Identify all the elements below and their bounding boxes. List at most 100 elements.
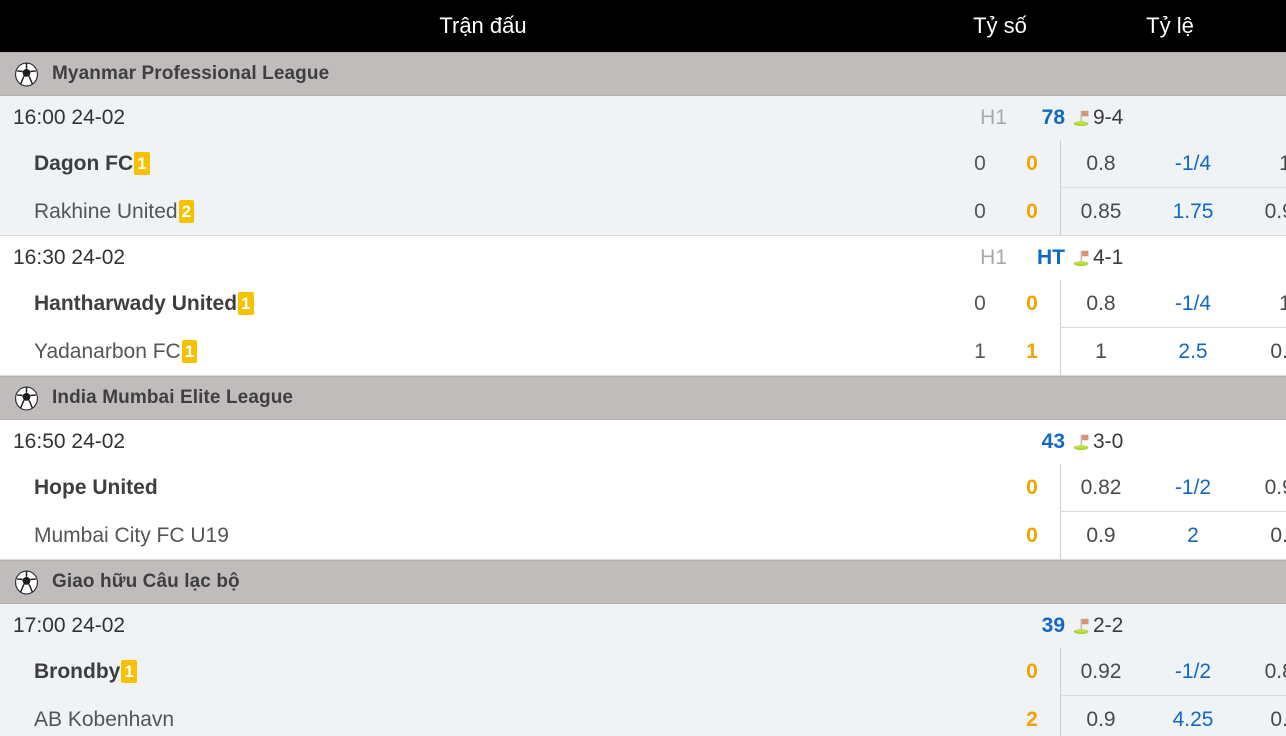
yellow-card-badge: 2 bbox=[178, 199, 195, 223]
corner-flag-icon bbox=[1073, 110, 1089, 127]
score-total-away: 2 bbox=[1026, 708, 1038, 731]
score-half-away: 0 bbox=[974, 200, 986, 223]
team-name: Brondby bbox=[34, 660, 121, 683]
match-time: 16:30 24-02 bbox=[13, 246, 126, 269]
team-name: Hantharwady United bbox=[34, 292, 238, 315]
odds-cell-2[interactable]: -1/4 bbox=[1174, 152, 1212, 175]
score-total-home: 0 bbox=[1026, 660, 1038, 683]
odds-row-home[interactable]: 0.8 -1/4 1 bbox=[1061, 140, 1286, 188]
team-away[interactable]: Rakhine United 2 bbox=[34, 188, 195, 236]
team-away[interactable]: Yadanarbon FC 1 bbox=[34, 328, 198, 376]
score-total-home: 0 bbox=[1026, 476, 1038, 499]
team-away[interactable]: AB Kobenhavn bbox=[34, 696, 174, 736]
football-icon bbox=[14, 61, 39, 87]
odds-cell-3[interactable]: 0.9 bbox=[1270, 524, 1286, 547]
odds-row-home[interactable]: 0.92 -1/2 0.87 bbox=[1061, 648, 1286, 696]
odds-cell-3[interactable]: 0.97 bbox=[1264, 476, 1286, 499]
odds-cell-1[interactable]: 0.8 bbox=[1086, 152, 1116, 175]
team-away[interactable]: Mumbai City FC U19 bbox=[34, 512, 229, 560]
odds-cell-3[interactable]: 0.9 bbox=[1270, 708, 1286, 731]
odds-panel: 0.8 -1/4 1 0.85 1.75 0.95 bbox=[1060, 140, 1286, 236]
match-minute: 43 bbox=[1041, 430, 1065, 453]
corner-flag-icon bbox=[1073, 250, 1089, 267]
score-half-home: 0 bbox=[974, 152, 986, 175]
odds-row-away[interactable]: 0.9 4.25 0.9 bbox=[1061, 696, 1286, 736]
match-time: 16:50 24-02 bbox=[13, 430, 126, 453]
odds-cell-3[interactable]: 0.95 bbox=[1264, 200, 1286, 223]
odds-panel: 0.8 -1/4 1 1 2.5 0.8 bbox=[1060, 280, 1286, 376]
odds-cell-2[interactable]: -1/2 bbox=[1174, 660, 1212, 683]
team-home[interactable]: Hantharwady United 1 bbox=[34, 280, 254, 328]
odds-cell-1[interactable]: 0.8 bbox=[1086, 292, 1116, 315]
yellow-card-badge: 1 bbox=[134, 151, 150, 175]
column-header-score: Tỷ số bbox=[973, 13, 1027, 38]
match-status: H1 78 9-4 bbox=[930, 96, 1286, 140]
match-row[interactable]: 16:00 24-02 Dagon FC 1 Rakhine United 2 H1 78 … bbox=[0, 96, 1286, 236]
team-name: Dagon FC bbox=[34, 152, 134, 175]
corner-count: 9-4 bbox=[1073, 96, 1123, 140]
league-name: Myanmar Professional League bbox=[52, 63, 330, 84]
odds-cell-2[interactable]: -1/2 bbox=[1174, 476, 1212, 499]
match-row[interactable]: 16:50 24-02 Hope United Mumbai City FC U19… bbox=[0, 420, 1286, 560]
score-total-home: 0 bbox=[1026, 292, 1038, 315]
score-half-away: 1 bbox=[974, 340, 986, 363]
odds-row-home[interactable]: 0.82 -1/2 0.97 bbox=[1061, 464, 1286, 512]
yellow-card-badge: 1 bbox=[181, 339, 198, 363]
league-header[interactable]: Myanmar Professional League bbox=[0, 52, 1286, 96]
team-name: Mumbai City FC U19 bbox=[34, 524, 229, 547]
match-status: 39 2-2 bbox=[930, 604, 1286, 648]
score-total-home: 0 bbox=[1026, 152, 1038, 175]
odds-cell-1[interactable]: 0.82 bbox=[1080, 476, 1122, 499]
score-total-away: 0 bbox=[1026, 200, 1038, 223]
odds-cell-2[interactable]: 2.5 bbox=[1178, 340, 1208, 363]
score-total-away: 0 bbox=[1026, 524, 1038, 547]
odds-cell-2[interactable]: 1.75 bbox=[1172, 200, 1214, 223]
yellow-card-badge: 1 bbox=[238, 291, 254, 315]
corner-count: 4-1 bbox=[1073, 236, 1123, 280]
odds-cell-3[interactable]: 1 bbox=[1279, 152, 1286, 175]
football-icon bbox=[14, 569, 39, 595]
odds-cell-1[interactable]: 0.85 bbox=[1080, 200, 1122, 223]
odds-cell-1[interactable]: 0.92 bbox=[1080, 660, 1122, 683]
corner-count-text: 4-1 bbox=[1093, 246, 1124, 269]
column-header-odds: Tỷ lệ bbox=[1146, 13, 1194, 38]
match-status: 43 3-0 bbox=[930, 420, 1286, 464]
team-name: AB Kobenhavn bbox=[34, 708, 175, 731]
corner-count: 3-0 bbox=[1073, 420, 1123, 464]
odds-row-away[interactable]: 0.85 1.75 0.95 bbox=[1061, 188, 1286, 236]
match-status: H1 HT 4-1 bbox=[930, 236, 1286, 280]
odds-cell-2[interactable]: 4.25 bbox=[1172, 708, 1214, 731]
odds-row-away[interactable]: 0.9 2 0.9 bbox=[1061, 512, 1286, 560]
team-name: Hope United bbox=[34, 476, 158, 499]
odds-panel: 0.82 -1/2 0.97 0.9 2 0.9 bbox=[1060, 464, 1286, 560]
odds-cell-3[interactable]: 1 bbox=[1279, 292, 1286, 315]
match-minute: 39 bbox=[1041, 614, 1065, 637]
football-icon bbox=[14, 385, 39, 411]
odds-row-home[interactable]: 0.8 -1/4 1 bbox=[1061, 280, 1286, 328]
odds-row-away[interactable]: 1 2.5 0.8 bbox=[1061, 328, 1286, 376]
odds-cell-2[interactable]: 2 bbox=[1187, 524, 1199, 547]
team-home[interactable]: Dagon FC 1 bbox=[34, 140, 150, 188]
column-header-match: Trận đấu bbox=[439, 13, 527, 38]
odds-panel: 0.92 -1/2 0.87 0.9 4.25 0.9 bbox=[1060, 648, 1286, 736]
odds-cell-1[interactable]: 0.9 bbox=[1086, 524, 1116, 547]
match-row[interactable]: 17:00 24-02 Brondby 1 AB Kobenhavn 39 2-2 0 2 0… bbox=[0, 604, 1286, 736]
table-header-bar: Trận đấu Tỷ số Tỷ lệ bbox=[0, 0, 1286, 52]
team-home[interactable]: Brondby 1 bbox=[34, 648, 137, 696]
odds-cell-3[interactable]: 0.87 bbox=[1264, 660, 1286, 683]
corner-flag-icon bbox=[1073, 618, 1089, 635]
match-minute: 78 bbox=[1041, 106, 1065, 129]
odds-cell-2[interactable]: -1/4 bbox=[1174, 292, 1212, 315]
corner-count-text: 2-2 bbox=[1093, 614, 1124, 637]
odds-cell-1[interactable]: 1 bbox=[1095, 340, 1107, 363]
league-name: Giao hữu Câu lạc bộ bbox=[52, 571, 240, 592]
match-time: 17:00 24-02 bbox=[13, 614, 126, 637]
team-home[interactable]: Hope United bbox=[34, 464, 158, 512]
odds-cell-1[interactable]: 0.9 bbox=[1086, 708, 1116, 731]
team-name: Rakhine United bbox=[34, 200, 178, 223]
league-header[interactable]: India Mumbai Elite League bbox=[0, 376, 1286, 420]
match-row[interactable]: 16:30 24-02 Hantharwady United 1 Yadanarbon… bbox=[0, 236, 1286, 376]
odds-cell-3[interactable]: 0.8 bbox=[1270, 340, 1286, 363]
league-header[interactable]: Giao hữu Câu lạc bộ bbox=[0, 560, 1286, 604]
match-time: 16:00 24-02 bbox=[13, 106, 126, 129]
